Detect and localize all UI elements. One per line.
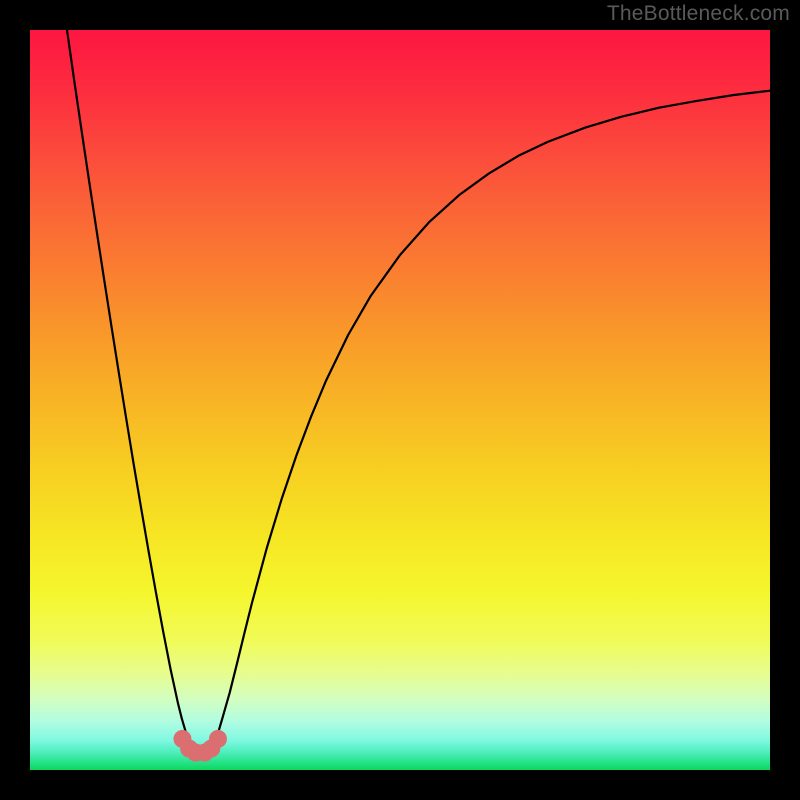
watermark-text: TheBottleneck.com [607,2,790,26]
chart-container: TheBottleneck.com [0,0,800,800]
heatmap-background [30,30,770,770]
sweet-spot-marker [209,730,227,748]
plot-area [30,30,770,770]
bottleneck-curve-chart [30,30,770,770]
